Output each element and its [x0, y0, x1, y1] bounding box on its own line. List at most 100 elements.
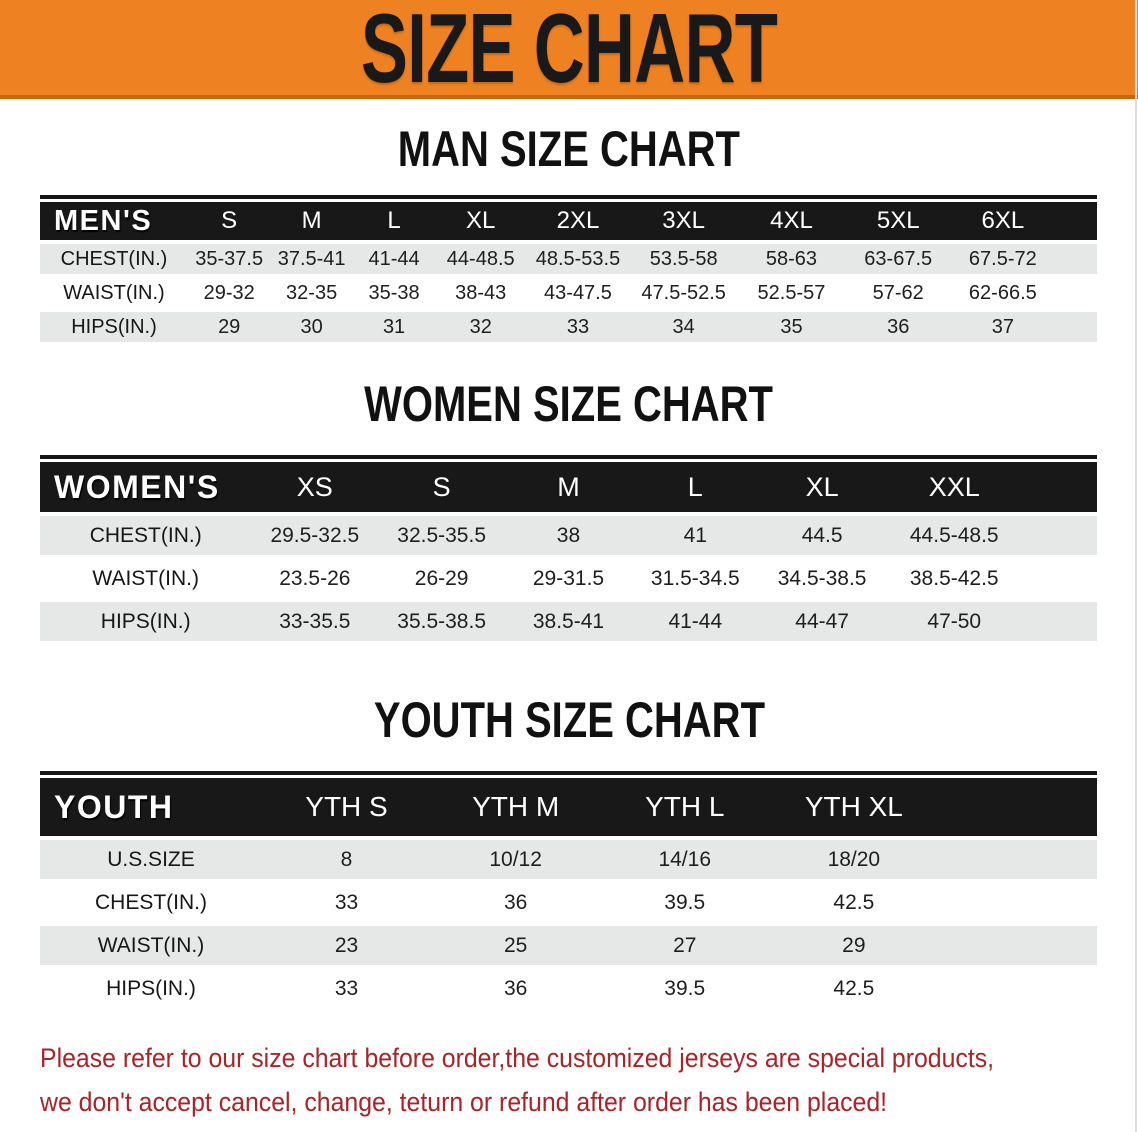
- size-column-header: 2XL: [526, 202, 630, 244]
- spacer-cell: [1054, 202, 1097, 244]
- youth-table-body: U.S.SIZE 8 10/12 14/16 18/20 CHEST(IN.) …: [40, 840, 1097, 1012]
- size-value-cell: 29-32: [187, 278, 271, 312]
- spacer-cell: [1022, 516, 1097, 559]
- men-header-row: MEN'S S M L XL 2XL 3XL 4XL 5XL 6XL: [40, 202, 1097, 244]
- table-row: CHEST(IN.) 29.5-32.5 32.5-35.5 38 41 44.…: [40, 516, 1097, 559]
- youth-table-top-rule: [40, 771, 1097, 775]
- page-right-edge-line: [1135, 0, 1137, 1132]
- size-value-cell: 31: [352, 312, 436, 346]
- size-column-header: YTH XL: [769, 778, 939, 840]
- size-value-cell: 38.5-42.5: [885, 559, 1023, 602]
- size-value-cell: 23.5-26: [251, 559, 379, 602]
- size-value-cell: 38.5-41: [505, 602, 632, 645]
- size-value-cell: 47.5-52.5: [629, 278, 738, 312]
- spacer-cell: [938, 969, 1097, 1012]
- size-value-cell: 44.5: [758, 516, 886, 559]
- youth-header-row: YOUTH YTH S YTH M YTH L YTH XL: [40, 778, 1097, 840]
- size-value-cell: 37.5-41: [270, 244, 353, 278]
- size-column-header: S: [378, 462, 506, 516]
- men-section-heading: MAN SIZE CHART: [0, 124, 1138, 174]
- table-row: U.S.SIZE 8 10/12 14/16 18/20: [40, 840, 1097, 883]
- youth-section-heading: YOUTH SIZE CHART: [0, 695, 1138, 745]
- size-value-cell: 42.5: [769, 969, 939, 1012]
- size-value-cell: 33-35.5: [251, 602, 379, 645]
- youth-table-title: YOUTH: [40, 778, 262, 840]
- page-title: SIZE CHART: [360, 0, 778, 103]
- spacer-cell: [1022, 602, 1097, 645]
- spacer-cell: [1022, 462, 1097, 516]
- size-value-cell: 41-44: [352, 244, 436, 278]
- size-value-cell: 37: [951, 312, 1055, 346]
- size-value-cell: 26-29: [378, 559, 506, 602]
- spacer-cell: [1022, 559, 1097, 602]
- row-label: HIPS(IN.): [40, 602, 252, 645]
- men-table-top-rule: [40, 195, 1097, 199]
- size-value-cell: 43-47.5: [526, 278, 630, 312]
- size-value-cell: 14/16: [600, 840, 770, 883]
- size-column-header: 6XL: [951, 202, 1055, 244]
- size-column-header: XL: [435, 202, 527, 244]
- women-table-header: WOMEN'S XS S M L XL XXL: [40, 462, 1097, 516]
- size-value-cell: 67.5-72: [951, 244, 1055, 278]
- size-value-cell: 35-38: [352, 278, 436, 312]
- spacer-cell: [938, 926, 1097, 969]
- size-value-cell: 62-66.5: [951, 278, 1055, 312]
- size-value-cell: 10/12: [431, 840, 601, 883]
- size-value-cell: 23: [261, 926, 432, 969]
- size-column-header: M: [270, 202, 353, 244]
- banner: SIZE CHART: [0, 0, 1138, 99]
- size-column-header: 3XL: [629, 202, 738, 244]
- men-table-wrap: MEN'S S M L XL 2XL 3XL 4XL 5XL 6XL CHEST…: [40, 195, 1097, 346]
- women-section-heading: WOMEN SIZE CHART: [0, 379, 1138, 429]
- youth-section-heading-text: YOUTH SIZE CHART: [373, 692, 765, 748]
- size-column-header: XXL: [885, 462, 1023, 516]
- men-section-heading-text: MAN SIZE CHART: [397, 121, 741, 177]
- size-value-cell: 41-44: [631, 602, 759, 645]
- size-column-header: XS: [251, 462, 379, 516]
- size-column-header: YTH S: [261, 778, 432, 840]
- disclaimer-line-1: Please refer to our size chart before or…: [40, 1043, 995, 1073]
- size-value-cell: 33: [261, 969, 432, 1012]
- women-table-title: WOMEN'S: [40, 462, 252, 516]
- women-table-top-rule: [40, 455, 1097, 459]
- row-label: CHEST(IN.): [40, 516, 252, 559]
- size-value-cell: 42.5: [769, 883, 939, 926]
- size-column-header: 4XL: [737, 202, 846, 244]
- row-label: WAIST(IN.): [40, 926, 262, 969]
- row-label: HIPS(IN.): [40, 312, 188, 346]
- size-value-cell: 39.5: [600, 883, 770, 926]
- size-value-cell: 29: [769, 926, 939, 969]
- size-value-cell: 39.5: [600, 969, 770, 1012]
- size-value-cell: 34: [629, 312, 738, 346]
- table-row: HIPS(IN.) 33-35.5 35.5-38.5 38.5-41 41-4…: [40, 602, 1097, 645]
- row-label: U.S.SIZE: [40, 840, 262, 883]
- size-value-cell: 36: [431, 883, 601, 926]
- size-value-cell: 44-47: [758, 602, 886, 645]
- row-label: WAIST(IN.): [40, 278, 188, 312]
- youth-table-header: YOUTH YTH S YTH M YTH L YTH XL: [40, 778, 1097, 840]
- size-column-header: YTH L: [600, 778, 770, 840]
- size-value-cell: 38: [505, 516, 632, 559]
- table-row: CHEST(IN.) 33 36 39.5 42.5: [40, 883, 1097, 926]
- men-size-table: MEN'S S M L XL 2XL 3XL 4XL 5XL 6XL CHEST…: [40, 202, 1097, 346]
- women-table-wrap: WOMEN'S XS S M L XL XXL CHEST(IN.) 29.5-…: [40, 455, 1097, 645]
- size-column-header: L: [631, 462, 759, 516]
- size-value-cell: 31.5-34.5: [631, 559, 759, 602]
- table-row: HIPS(IN.) 29 30 31 32 33 34 35 36 37: [40, 312, 1097, 346]
- women-header-row: WOMEN'S XS S M L XL XXL: [40, 462, 1097, 516]
- size-value-cell: 27: [600, 926, 770, 969]
- table-row: CHEST(IN.) 35-37.5 37.5-41 41-44 44-48.5…: [40, 244, 1097, 278]
- size-value-cell: 33: [526, 312, 630, 346]
- size-value-cell: 32.5-35.5: [378, 516, 506, 559]
- disclaimer: Please refer to our size chart before or…: [0, 1037, 1138, 1124]
- size-value-cell: 33: [261, 883, 432, 926]
- size-value-cell: 29: [187, 312, 271, 346]
- size-value-cell: 48.5-53.5: [526, 244, 630, 278]
- size-value-cell: 35-37.5: [187, 244, 271, 278]
- women-section-heading-text: WOMEN SIZE CHART: [364, 376, 774, 432]
- size-value-cell: 25: [431, 926, 601, 969]
- size-value-cell: 44.5-48.5: [885, 516, 1023, 559]
- size-value-cell: 47-50: [885, 602, 1023, 645]
- size-column-header: 5XL: [845, 202, 952, 244]
- disclaimer-line-2: we don't accept cancel, change, teturn o…: [40, 1086, 888, 1117]
